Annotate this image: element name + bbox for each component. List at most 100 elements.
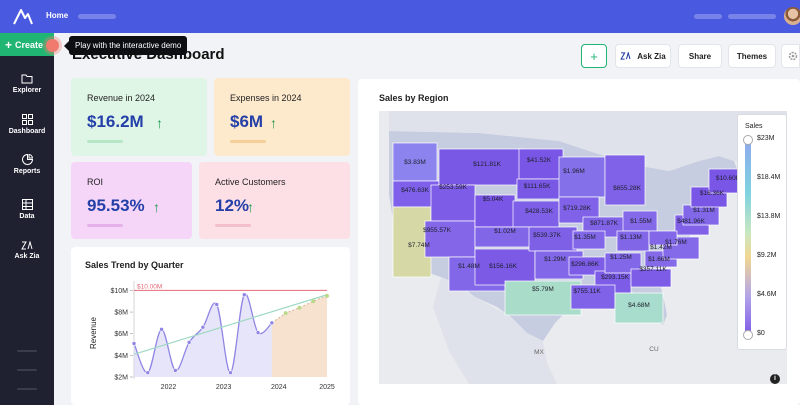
ask-zia-button[interactable]: Ask Zia [615,44,671,68]
avatar[interactable] [784,7,800,25]
canada-landmass [389,111,787,171]
kpi-value: $6M [230,112,264,131]
state-region[interactable] [512,200,560,228]
forecast-data-point[interactable] [325,293,329,298]
state-region[interactable] [504,280,582,316]
state-value-label: $10.60K [716,175,741,182]
state-value-label: $719.28K [563,205,591,212]
state-value-label: $16.36K [700,190,725,197]
state-value-label: $1.02M [494,228,516,235]
kpi-value: 12% [215,196,250,215]
arrow-up-icon: ↑ [156,115,163,131]
arrow-up-icon: ↑ [270,115,277,131]
forecast-data-point[interactable] [311,299,316,304]
actual-data-point[interactable] [186,340,192,345]
state-region[interactable] [604,252,642,274]
actual-data-point[interactable] [241,292,247,298]
state-region[interactable] [558,196,600,224]
state-region[interactable] [570,284,616,310]
actual-data-point[interactable] [200,324,206,330]
actual-data-point[interactable] [145,370,151,375]
info-icon[interactable]: i [770,374,780,384]
kpi-sparkline [87,140,123,143]
state-value-label: $41.52K [527,157,552,164]
sidebar-item-data[interactable]: Data [0,199,54,220]
nav-link-placeholder[interactable] [694,14,722,19]
sidebar-item-reports[interactable]: Reports [0,154,54,175]
x-tick-label: 2025 [319,384,335,391]
demo-tooltip: Play with the interactive demo [63,36,188,55]
state-region[interactable] [572,230,606,250]
demo-hotspot[interactable] [46,39,59,52]
kpi-card-expenses[interactable]: Expenses in 2024 $6M ↑ [214,78,350,156]
actual-data-point[interactable] [173,368,178,373]
state-value-label: $1.25M [610,254,632,261]
state-region[interactable] [424,220,476,258]
actual-data-point[interactable] [255,330,261,335]
us-sales-map[interactable]: $3.83M $476.63K $7.74M $121.81K $253.59K $955… [379,111,787,384]
country-label: CU [649,346,659,353]
state-region[interactable] [558,156,606,198]
kpi-card-revenue[interactable]: Revenue in 2024 $16.2M ↑ [71,78,207,156]
actual-data-point[interactable] [159,327,164,332]
state-region[interactable] [430,184,476,222]
legend-min-handle[interactable] [743,330,753,340]
state-value-label: $1.55M [630,218,652,225]
settings-button[interactable] [781,44,800,68]
nav-link-placeholder[interactable] [728,14,776,19]
state-value-label: $111.65K [524,183,552,190]
folder-icon [21,74,33,84]
zia-icon [620,52,631,60]
state-region[interactable] [528,226,578,252]
kpi-label: ROI [87,177,104,187]
nav-home-link[interactable]: Home [46,11,69,20]
state-value-label: $253.59K [439,184,467,191]
sidebar-item-dashboard[interactable]: Dashboard [0,114,54,135]
sidebar-item-ask-zia[interactable]: Ask Zia [0,241,54,260]
panel-title: Sales Trend by Quarter [85,260,184,270]
share-button[interactable]: Share [678,44,722,68]
reports-icon [21,154,33,165]
state-region[interactable] [614,292,664,324]
kpi-card-active-customers[interactable]: Active Customers 12% ↑ [199,162,350,239]
y-axis-label: Revenue [89,316,98,349]
add-widget-button[interactable]: + [581,44,607,68]
trend-line [133,294,328,355]
state-region[interactable] [518,148,564,180]
state-region[interactable] [474,248,536,286]
kpi-label: Active Customers [215,177,286,187]
state-region[interactable] [392,142,438,182]
state-region[interactable] [438,148,526,186]
actual-data-point[interactable] [214,302,220,307]
sales-trend-chart[interactable]: Revenue $10M $8M $6M $4M $2M 2022 2023 2024 2025… [71,247,350,405]
create-button[interactable]: + Create [0,33,54,56]
actual-data-point[interactable] [228,370,233,375]
sidebar-divider [17,388,37,390]
state-region[interactable] [708,168,740,194]
forecast-data-point[interactable] [283,311,288,316]
panel-title: Sales by Region [379,93,449,103]
state-value-label: $1.13M [620,234,642,241]
state-value-label: $1.66M [648,256,670,263]
state-region[interactable] [648,230,678,246]
state-region[interactable] [630,268,672,288]
nav-link-placeholder[interactable] [78,14,116,19]
themes-button[interactable]: Themes [728,44,776,68]
legend-max-handle[interactable] [743,135,753,145]
forecast-data-point[interactable] [297,305,302,310]
kpi-card-roi[interactable]: ROI 95.53% ↑ [71,162,192,239]
state-region[interactable] [604,154,646,206]
legend-tick: $4.6M [757,291,777,298]
sidebar-item-explorer[interactable]: Explorer [0,74,54,94]
actual-data-point[interactable] [131,341,137,346]
sidebar-item-label: Ask Zia [14,253,40,260]
actual-data-point[interactable] [269,320,275,326]
plus-icon: + [5,37,13,52]
state-region[interactable] [474,194,516,228]
zia-icon [20,241,32,250]
state-value-label: $1.48M [458,263,480,270]
app-logo-icon[interactable] [12,6,34,26]
y-tick-label: $8M [114,310,128,317]
state-value-label: $1.76M [665,239,687,246]
map-legend[interactable]: Sales $23M $18.4M $13.8M $9.2M $4.6M $0 [737,114,787,350]
